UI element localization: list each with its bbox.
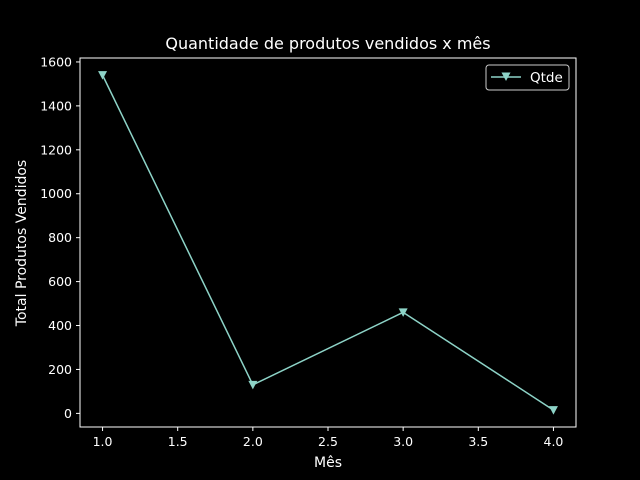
plot-series	[98, 71, 558, 415]
x-tick-label: 4.0	[544, 434, 564, 449]
legend: Qtde	[485, 64, 570, 91]
legend-box	[485, 64, 570, 91]
x-tick-label: 3.0	[393, 434, 413, 449]
legend-marker-sample	[501, 72, 511, 81]
x-tick-label: 2.0	[243, 434, 263, 449]
x-axis-label: Mês	[314, 455, 342, 471]
x-tick-label: 2.5	[318, 434, 338, 449]
data-point-marker	[248, 380, 258, 390]
plot-area-frame	[79, 57, 577, 428]
y-tick-label: 1000	[40, 186, 72, 201]
x-tick-label: 3.5	[468, 434, 488, 449]
series-line	[101, 74, 554, 411]
data-point-marker	[398, 308, 408, 317]
y-tick-label: 600	[48, 274, 72, 289]
y-tick-label: 200	[48, 362, 72, 377]
data-point-marker	[548, 406, 558, 415]
y-axis-label: Total Produtos Vendidos	[14, 160, 30, 327]
chart-title: Quantidade de produtos vendidos x mês	[165, 34, 490, 53]
y-tick-label: 0	[64, 406, 72, 421]
legend-label: Qtde	[530, 70, 563, 86]
data-point-marker	[98, 71, 108, 80]
x-tick-label: 1.5	[168, 434, 188, 449]
x-axis-ticks: 1.0 1.5 2.0 2.5 3.0 3.5 4.0	[93, 427, 564, 449]
y-tick-label: 400	[48, 318, 72, 333]
y-tick-label: 1200	[40, 142, 72, 157]
x-tick-label: 1.0	[93, 434, 113, 449]
y-axis-ticks: 0 200 400 600 800 1000 1200 1400 1600	[40, 54, 80, 421]
y-tick-label: 1600	[40, 54, 72, 69]
y-tick-label: 1400	[40, 98, 72, 113]
y-tick-label: 800	[48, 230, 72, 245]
